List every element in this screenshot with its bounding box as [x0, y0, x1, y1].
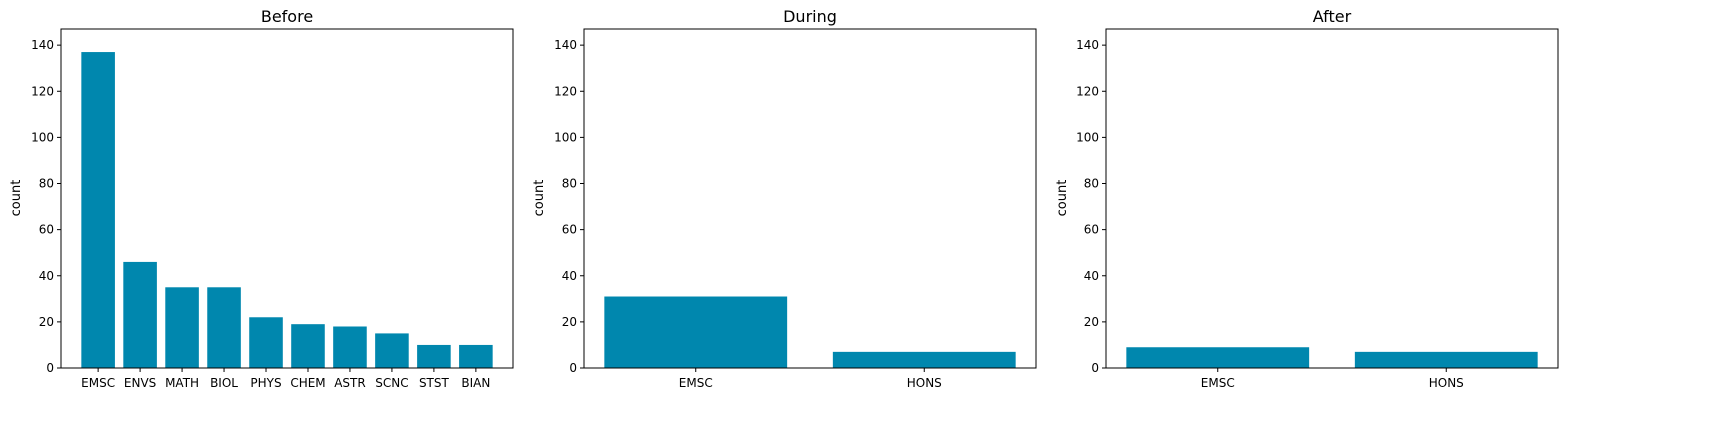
bar-scnc — [375, 333, 409, 368]
y-axis-ticks: 0 20 40 60 80 100 120 140 — [1076, 38, 1106, 375]
chart-title: After — [1313, 7, 1352, 26]
bar-emsc — [1126, 347, 1310, 368]
bar-bian — [459, 344, 493, 368]
x-tick-label: PHYS — [250, 376, 281, 390]
y-tick-label: 20 — [562, 315, 577, 329]
y-tick-label: 0 — [1091, 361, 1099, 375]
y-tick-label: 60 — [562, 223, 577, 237]
y-tick-label: 80 — [562, 177, 577, 191]
y-tick-label: 40 — [562, 269, 577, 283]
y-axis-label: count — [1055, 180, 1070, 217]
x-axis-ticks: EMSC ENVS MATH BIOL PHYS CHEM ASTR SCNC STST BIAN — [81, 368, 490, 390]
y-tick-label: 20 — [39, 315, 54, 329]
y-tick-label: 40 — [1084, 269, 1099, 283]
x-tick-label: HONS — [907, 376, 942, 390]
y-tick-label: 140 — [554, 38, 577, 52]
panel-during: During count 0 20 40 60 80 100 120 140 EMSC HONS — [532, 7, 1037, 390]
bar-biol — [207, 287, 241, 368]
x-tick-label: CHEM — [290, 376, 325, 390]
x-tick-label: HONS — [1429, 376, 1464, 390]
chart-title: Before — [261, 7, 313, 26]
x-tick-label: ASTR — [334, 376, 366, 390]
x-tick-label: BIOL — [210, 376, 238, 390]
x-tick-label: STST — [419, 376, 450, 390]
x-tick-label: EMSC — [679, 376, 713, 390]
y-axis-label: count — [532, 180, 547, 217]
bars — [81, 52, 493, 369]
y-tick-label: 40 — [39, 269, 54, 283]
plot-frame — [583, 28, 1037, 369]
y-tick-label: 100 — [554, 130, 577, 144]
y-axis-label: count — [9, 180, 24, 217]
x-tick-label: BIAN — [461, 376, 490, 390]
bar-hons — [1354, 351, 1538, 368]
y-tick-label: 100 — [31, 130, 54, 144]
panel-after: After count 0 20 40 60 80 100 120 140 EMSC HONS — [1055, 7, 1559, 390]
y-tick-label: 100 — [1076, 130, 1099, 144]
x-axis-ticks: EMSC HONS — [1201, 368, 1464, 390]
bar-stst — [417, 344, 451, 368]
y-tick-label: 80 — [39, 177, 54, 191]
y-tick-label: 0 — [46, 361, 54, 375]
y-tick-label: 20 — [1084, 315, 1099, 329]
y-tick-label: 120 — [554, 84, 577, 98]
plot-frame — [1105, 28, 1559, 369]
bars — [1126, 347, 1538, 368]
bar-emsc — [81, 52, 115, 369]
bar-astr — [333, 326, 367, 368]
x-tick-label: EMSC — [1201, 376, 1235, 390]
y-tick-label: 140 — [1076, 38, 1099, 52]
y-tick-label: 60 — [1084, 223, 1099, 237]
x-axis-ticks: EMSC HONS — [679, 368, 942, 390]
bars — [604, 296, 1016, 368]
y-tick-label: 120 — [31, 84, 54, 98]
panel-before: Before count 0 20 40 60 80 100 120 140 EMSC ENVS… — [9, 7, 514, 390]
bar-emsc — [604, 296, 788, 368]
x-tick-label: SCNC — [375, 376, 408, 390]
bar-chem — [291, 324, 325, 368]
x-tick-label: EMSC — [81, 376, 115, 390]
bar-hons — [832, 351, 1016, 368]
y-axis-ticks: 0 20 40 60 80 100 120 140 — [31, 38, 61, 375]
chart-title: During — [783, 7, 837, 26]
bar-phys — [249, 317, 283, 368]
y-tick-label: 60 — [39, 223, 54, 237]
y-tick-label: 80 — [1084, 177, 1099, 191]
x-tick-label: ENVS — [124, 376, 156, 390]
bar-envs — [123, 261, 157, 368]
plot-frame — [60, 28, 514, 369]
y-tick-label: 0 — [569, 361, 577, 375]
y-tick-label: 120 — [1076, 84, 1099, 98]
x-tick-label: MATH — [165, 376, 199, 390]
y-axis-ticks: 0 20 40 60 80 100 120 140 — [554, 38, 584, 375]
bar-math — [165, 287, 199, 368]
y-tick-label: 140 — [31, 38, 54, 52]
